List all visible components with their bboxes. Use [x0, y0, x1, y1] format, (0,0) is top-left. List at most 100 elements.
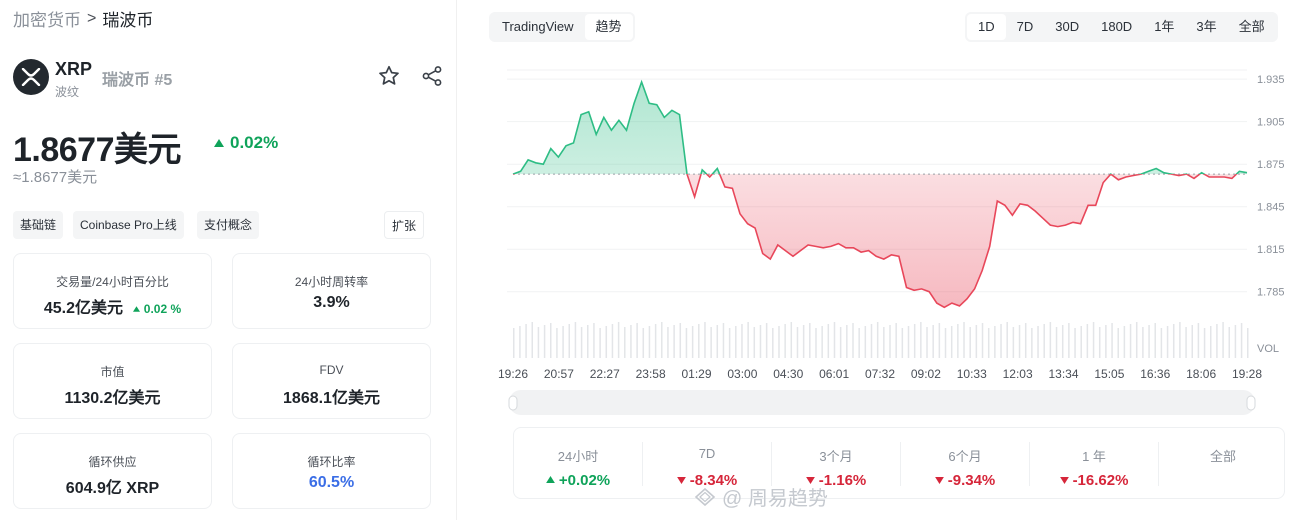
volume-bar: [846, 325, 848, 358]
coin-symbol: XRP: [55, 59, 93, 79]
volume-bar: [858, 328, 860, 358]
volume-bar: [889, 325, 891, 358]
perf-6m[interactable]: 6个月 -9.34%: [901, 428, 1029, 500]
share-icon: [422, 66, 442, 86]
volume-bar: [938, 323, 941, 358]
coin-subname: 波纹: [55, 85, 80, 99]
volume-bar: [1203, 328, 1206, 358]
x-tick-label: 13:34: [1048, 367, 1078, 381]
volume-bar: [513, 328, 515, 358]
volume-bar: [704, 322, 706, 358]
volume-bar: [698, 324, 700, 358]
tab-trend[interactable]: 趋势: [584, 14, 633, 40]
volume-bar: [1142, 327, 1144, 358]
range-1y[interactable]: 1年: [1154, 19, 1175, 34]
triangle-down-icon: [934, 477, 944, 484]
tab-tradingview[interactable]: TradingView: [502, 19, 574, 34]
divider: [900, 442, 901, 486]
volume-bar: [1240, 323, 1243, 358]
volume-bar: [1012, 327, 1015, 358]
price-approx: ≈1.8677美元: [13, 169, 98, 186]
volume-bar: [593, 323, 595, 358]
volume-bar: [1043, 324, 1045, 358]
time-range-selector: 1D 7D 30D 180D 1年 3年 全部: [965, 12, 1278, 42]
turnover-label: 24小时周转率: [294, 275, 369, 289]
watermark: @ 周易趋势: [694, 482, 828, 511]
y-tick-label: 1.935: [1257, 74, 1285, 86]
perf-value: -8.34%: [689, 472, 738, 489]
scrollbar-left-handle[interactable]: [508, 395, 518, 411]
perf-value: -16.62%: [1072, 472, 1129, 489]
perf-3m[interactable]: 3个月 -1.16%: [772, 428, 900, 500]
favorite-button[interactable]: [377, 64, 401, 88]
volume-bar: [994, 326, 996, 358]
volume-bar: [550, 323, 552, 358]
x-tick-label: 10:33: [957, 367, 987, 381]
volume-bar: [1092, 322, 1095, 358]
divider: [642, 442, 643, 486]
volume-bar: [802, 325, 805, 358]
volume-bar: [1055, 327, 1058, 358]
perf-24h[interactable]: 24小时 +0.02%: [514, 428, 642, 500]
volume-bar: [661, 322, 663, 358]
range-1d[interactable]: 1D: [967, 14, 1006, 40]
coin-info-panel: 加密货币 > 瑞波币 XRP 波纹 瑞波币 #5 1.8677美: [0, 0, 455, 520]
volume-bar: [981, 323, 984, 358]
volume-bar: [1172, 324, 1175, 358]
x-tick-label: 12:03: [1003, 367, 1033, 381]
tag-item[interactable]: 基础链: [13, 211, 64, 239]
perf-all[interactable]: 全部: [1159, 428, 1287, 500]
perf-1y[interactable]: 1 年 -16.62%: [1030, 428, 1158, 500]
breadcrumb-parent-link[interactable]: 加密货币: [13, 11, 81, 30]
volume-bar: [1154, 323, 1156, 358]
market-cap-label: 市值: [100, 365, 125, 379]
volume-bar: [963, 322, 965, 358]
range-all[interactable]: 全部: [1238, 19, 1265, 34]
x-tick-label: 06:01: [819, 367, 849, 381]
tag-item[interactable]: 支付概念: [197, 211, 260, 239]
star-icon: [379, 65, 399, 85]
volume-bar: [1068, 323, 1070, 358]
share-button[interactable]: [420, 64, 444, 88]
y-tick-label: 1.845: [1257, 202, 1285, 214]
volume-bar: [587, 325, 589, 358]
range-3y[interactable]: 3年: [1196, 19, 1217, 34]
tag-item[interactable]: Coinbase Pro上线: [73, 211, 184, 239]
volume-bar: [926, 327, 928, 358]
performance-summary: 24小时 +0.02% 7D -8.34% 3个月 -1.16% 6个月 -9.…: [513, 427, 1285, 499]
volume-bars: [513, 322, 1249, 358]
volume-bar: [870, 324, 873, 358]
volume-bar: [1148, 325, 1150, 358]
volume-bar: [648, 326, 651, 358]
range-7d[interactable]: 7D: [1016, 19, 1034, 34]
x-tick-label: 15:05: [1094, 367, 1124, 381]
volume-bar: [759, 325, 762, 358]
volume-bar: [679, 323, 682, 358]
volume-bar: [778, 326, 780, 358]
volume-bar: [901, 328, 904, 358]
perf-7d[interactable]: 7D -8.34%: [643, 428, 771, 500]
perf-value-row: +0.02%: [514, 472, 642, 489]
chart-scrollbar[interactable]: [509, 390, 1255, 415]
breadcrumb: 加密货币 > 瑞波币: [13, 6, 153, 31]
watermark-logo-icon: [694, 487, 716, 506]
volume-bar: [833, 322, 836, 358]
expand-button[interactable]: 扩张: [384, 211, 425, 239]
price-change-value: 0.02%: [230, 133, 279, 152]
volume-bar: [605, 326, 608, 358]
range-30d[interactable]: 30D: [1055, 19, 1080, 34]
y-axis: 1.935 1.905 1.875 1.845 1.815 1.785: [1257, 74, 1285, 299]
perf-label: 7D: [698, 446, 716, 461]
volume-bar: [796, 327, 799, 358]
volume-bar: [876, 322, 879, 358]
range-180d[interactable]: 180D: [1101, 19, 1133, 34]
x-tick-label: 03:00: [727, 367, 757, 381]
perf-value: -9.34%: [947, 472, 996, 489]
volume-bar: [1006, 322, 1008, 358]
volume-card: 交易量/24小时百分比 45.2亿美元 0.02 %: [13, 253, 212, 329]
volume-bar: [531, 322, 534, 358]
scrollbar-right-handle[interactable]: [1246, 395, 1256, 411]
price-chart[interactable]: 1.935 1.905 1.875 1.845 1.815 1.785 VOL 19:26…: [457, 55, 1312, 420]
vol-label: VOL: [1257, 343, 1279, 355]
volume-bar: [1209, 326, 1212, 358]
